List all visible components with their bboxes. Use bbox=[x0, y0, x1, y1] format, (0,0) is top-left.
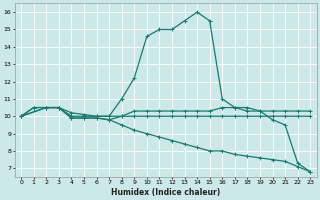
X-axis label: Humidex (Indice chaleur): Humidex (Indice chaleur) bbox=[111, 188, 220, 197]
